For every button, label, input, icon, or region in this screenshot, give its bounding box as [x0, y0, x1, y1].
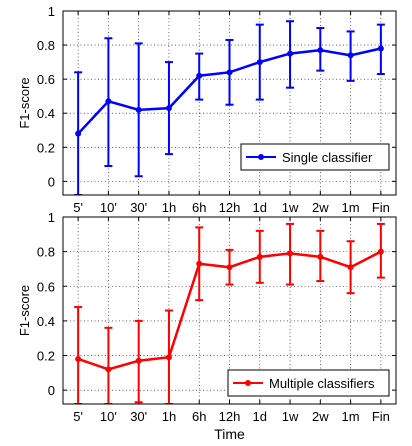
- data-point: [105, 366, 112, 373]
- y-tick-label: 0.6: [37, 72, 55, 87]
- axes-frame: [62, 10, 397, 196]
- x-tick-label: 1w: [282, 409, 299, 424]
- legend-marker: [245, 380, 251, 386]
- y-tick-label: 0.8: [37, 245, 55, 260]
- data-point: [135, 106, 142, 113]
- x-tick-label: 10': [100, 409, 117, 424]
- x-tick-label: 6h: [192, 409, 206, 424]
- data-point: [165, 105, 172, 112]
- x-tick-label: 2w: [312, 200, 329, 215]
- y-axis-label: F1-score: [17, 77, 32, 128]
- x-tick-label: 1h: [162, 409, 176, 424]
- data-point: [377, 248, 384, 255]
- data-point: [105, 98, 112, 105]
- series-1: [74, 222, 385, 404]
- data-point: [226, 69, 233, 76]
- y-tick-label: 0: [48, 174, 55, 189]
- x-axis-label: Time: [214, 426, 245, 442]
- x-tick-label: 12h: [219, 200, 241, 215]
- x-tick-label: 1d: [253, 409, 267, 424]
- x-tick-label: Fin: [372, 200, 390, 215]
- y-tick-label: 0: [48, 383, 55, 398]
- axes-frame: [62, 216, 397, 405]
- legend: Single classifier: [240, 143, 390, 171]
- x-tick-label: 6h: [192, 200, 206, 215]
- chart-panel-2: 0 0.2 0.4 0.6 0.8 1 5' 10' 30' 1h 6h 12h 1d 1w 2w 1m Fin…: [17, 210, 397, 442]
- y-axis-label: F1-score: [17, 285, 32, 336]
- chart-panel-1: 0 0.2 0.4 0.6 0.8 1 5' 10' 30' 1h 6h 12h 1d 1w 2w 1m Fin…: [17, 4, 397, 215]
- y-tick-label: 1: [48, 210, 55, 225]
- data-point: [347, 264, 354, 271]
- data-point: [317, 47, 324, 54]
- legend: Multiple classifiers: [227, 369, 390, 397]
- x-tick-label: Fin: [372, 409, 390, 424]
- data-point: [196, 72, 203, 79]
- data-point: [287, 250, 294, 257]
- error-bar: [74, 306, 83, 404]
- data-point: [287, 50, 294, 57]
- data-point: [75, 130, 82, 137]
- y-tick-label: 0.6: [37, 279, 55, 294]
- y-tick-label: 0.4: [37, 106, 55, 121]
- data-point: [135, 357, 142, 364]
- x-tick-label: 5': [73, 200, 83, 215]
- x-tick-label: 1m: [342, 409, 360, 424]
- x-tick-label: 30': [130, 200, 147, 215]
- data-point: [377, 45, 384, 52]
- x-tick-label: 30': [130, 409, 147, 424]
- legend-marker: [258, 154, 264, 160]
- x-tick-label: 1h: [162, 200, 176, 215]
- series-1: [74, 20, 385, 195]
- x-tick-label: 2w: [312, 409, 329, 424]
- data-point: [256, 59, 263, 66]
- y-tick-label: 0.2: [37, 140, 55, 155]
- x-tick-label: 1m: [342, 200, 360, 215]
- legend-label: Single classifier: [282, 150, 373, 165]
- data-point: [75, 355, 82, 362]
- y-tick-label: 0.2: [37, 349, 55, 364]
- y-tick-label: 0.4: [37, 314, 55, 329]
- error-bar: [104, 326, 113, 404]
- x-tick-label: 5': [73, 409, 83, 424]
- legend-label: Multiple classifiers: [269, 376, 375, 391]
- x-tick-label: 10': [100, 200, 117, 215]
- x-tick-label: 12h: [219, 409, 241, 424]
- x-tick-label: 1d: [253, 200, 267, 215]
- data-point: [347, 52, 354, 59]
- x-tick-label: 1w: [282, 200, 299, 215]
- data-point: [226, 264, 233, 271]
- data-point: [165, 354, 172, 361]
- data-point: [317, 253, 324, 260]
- data-point: [256, 253, 263, 260]
- data-point: [196, 260, 203, 267]
- y-tick-label: 0.8: [37, 38, 55, 53]
- y-tick-label: 1: [48, 4, 55, 19]
